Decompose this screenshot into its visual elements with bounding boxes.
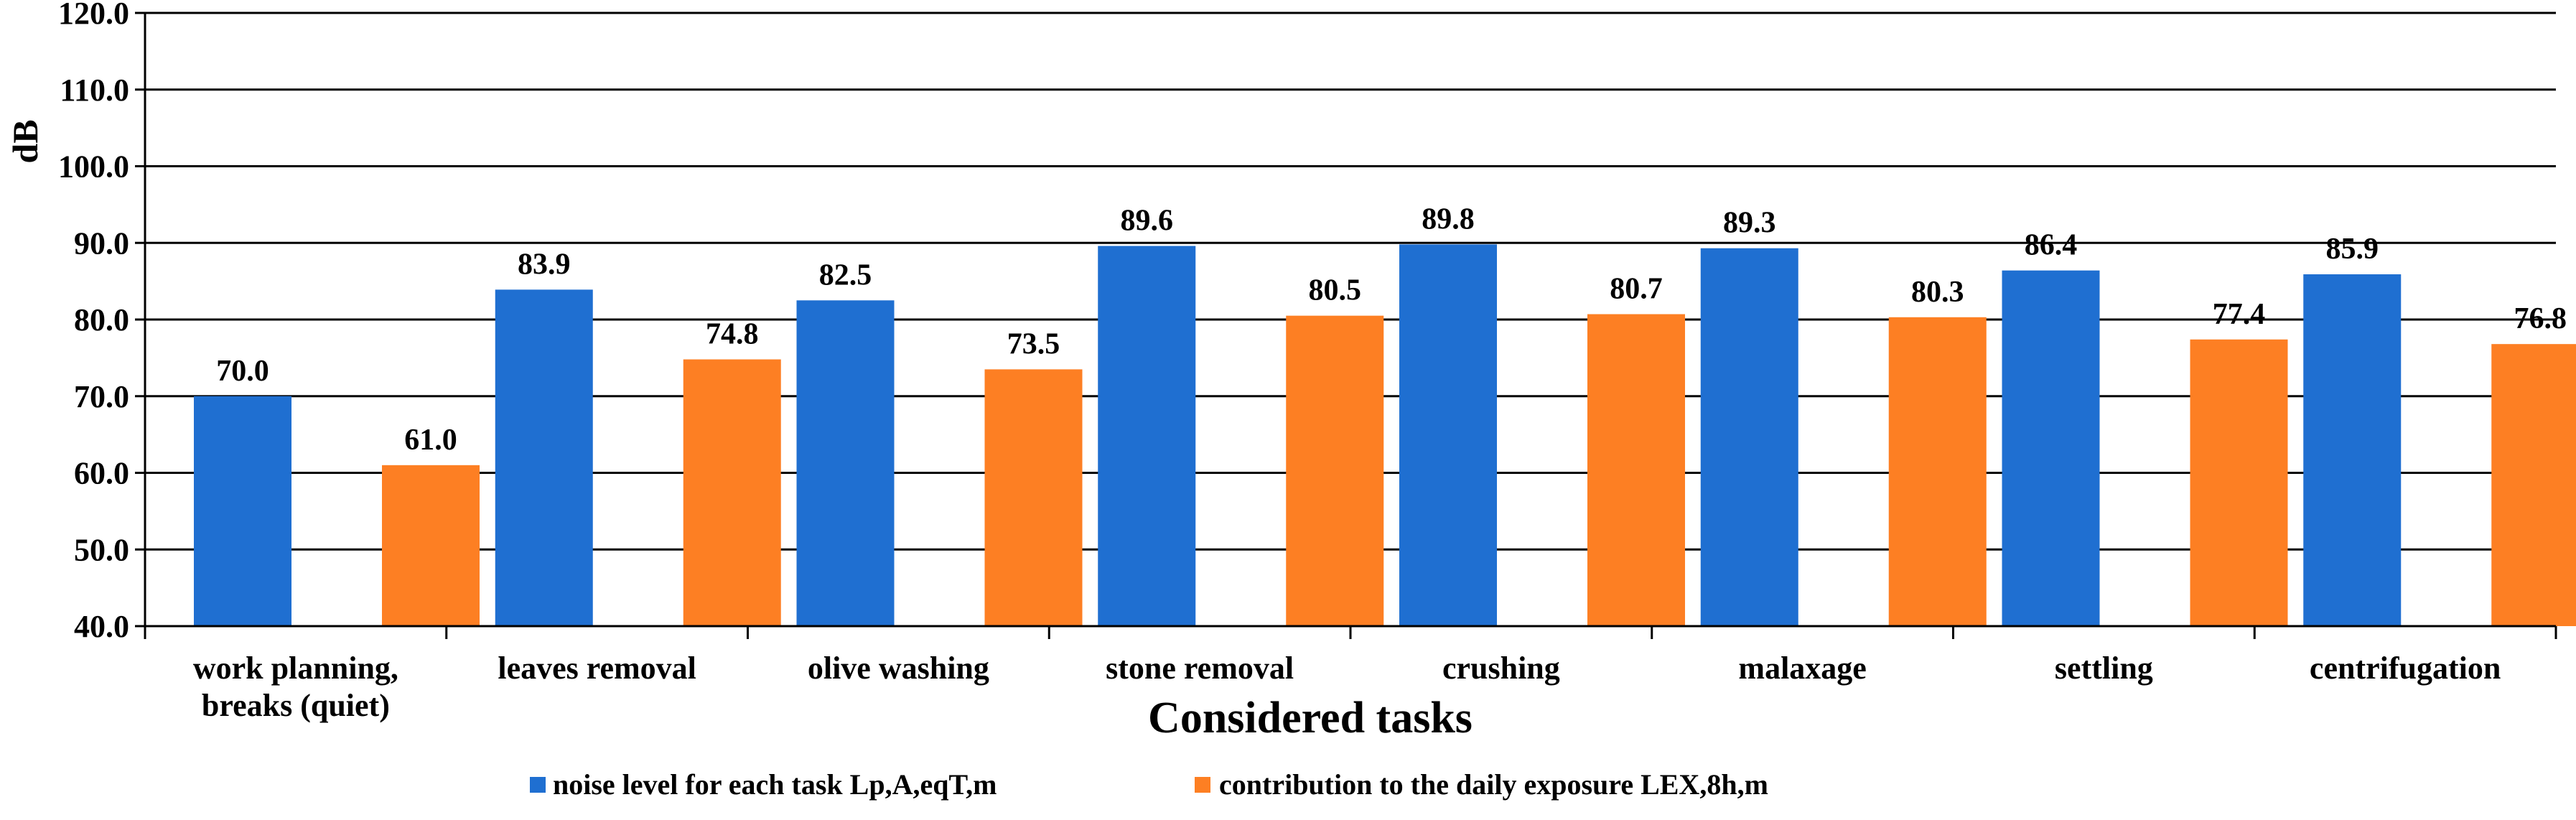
y-tick-label: 80.0 bbox=[74, 302, 129, 337]
y-tick-label: 70.0 bbox=[74, 379, 129, 414]
data-label: 74.8 bbox=[706, 318, 759, 351]
data-label: 61.0 bbox=[404, 424, 457, 457]
legend-label: noise level for each task Lp,A,eqT,m bbox=[553, 768, 997, 801]
bar-daily-exposure bbox=[382, 465, 480, 626]
data-label: 85.9 bbox=[2326, 233, 2379, 266]
x-tick-label: settling bbox=[2055, 651, 2153, 686]
bar-daily-exposure bbox=[984, 369, 1083, 626]
data-label: 80.5 bbox=[1309, 274, 1362, 307]
x-tick-label: centrifugation bbox=[2310, 651, 2501, 686]
data-label: 82.5 bbox=[819, 258, 872, 292]
bar-noise-level bbox=[1700, 248, 1798, 626]
data-label: 83.9 bbox=[518, 248, 571, 281]
data-label: 70.0 bbox=[216, 355, 269, 388]
x-tick-label: olive washing bbox=[808, 651, 989, 686]
y-axis-title: dB bbox=[5, 119, 45, 163]
bar-noise-level bbox=[2002, 270, 2100, 626]
x-tick-label: stone removal bbox=[1106, 651, 1294, 686]
data-label: 77.4 bbox=[2213, 298, 2266, 331]
y-tick-label: 50.0 bbox=[74, 532, 129, 567]
bar-daily-exposure bbox=[1286, 315, 1384, 626]
x-tick-label: crushing bbox=[1442, 651, 1560, 686]
data-label: 89.8 bbox=[1422, 202, 1475, 236]
data-labels: 70.0 61.0 83.9 74.8 82.5 73.5 89.6 80.5 89.8 80.7… bbox=[216, 202, 2567, 456]
legend: noise level for each task Lp,A,eqT,m cont… bbox=[530, 768, 1768, 801]
bar-noise-level bbox=[796, 300, 895, 626]
bar-daily-exposure bbox=[2190, 339, 2288, 626]
y-tick-label: 100.0 bbox=[58, 149, 129, 185]
bar-noise-level bbox=[194, 396, 291, 626]
bar-daily-exposure bbox=[1888, 317, 1987, 626]
y-tick-label: 90.0 bbox=[74, 225, 129, 261]
data-label: 89.6 bbox=[1121, 205, 1174, 238]
data-label: 86.4 bbox=[2025, 229, 2078, 262]
y-tick-label: 40.0 bbox=[74, 609, 129, 644]
x-axis-title: Considered tasks bbox=[1148, 694, 1473, 742]
bar-daily-exposure bbox=[1587, 314, 1685, 626]
axes: 40.0 50.0 60.0 70.0 80.0 90.0 100.0 110.0 120.0 w… bbox=[58, 0, 2557, 723]
bar-noise-level bbox=[1399, 244, 1497, 626]
data-label: 89.3 bbox=[1723, 207, 1776, 240]
data-label: 76.8 bbox=[2514, 302, 2567, 335]
x-tick-label: leaves removal bbox=[498, 651, 696, 686]
bar-daily-exposure bbox=[683, 359, 781, 626]
data-label: 80.3 bbox=[1911, 276, 1964, 309]
y-tick-label: 60.0 bbox=[74, 456, 129, 491]
y-tick-label: 110.0 bbox=[60, 73, 129, 108]
legend-swatch bbox=[530, 777, 546, 793]
bar-noise-level bbox=[495, 289, 593, 626]
data-label: 80.7 bbox=[1610, 273, 1663, 306]
bars bbox=[194, 244, 2576, 626]
legend-label: contribution to the daily exposure LEX,8… bbox=[1219, 768, 1768, 801]
data-label: 73.5 bbox=[1007, 327, 1060, 360]
bar-daily-exposure bbox=[2491, 344, 2576, 626]
x-tick-label: malaxage bbox=[1738, 651, 1866, 686]
x-tick-label: work planning, breaks (quiet) bbox=[193, 651, 398, 723]
legend-swatch bbox=[1195, 777, 1210, 793]
bar-noise-level bbox=[2303, 274, 2402, 626]
y-tick-label: 120.0 bbox=[58, 0, 129, 31]
bar-noise-level bbox=[1098, 246, 1196, 626]
